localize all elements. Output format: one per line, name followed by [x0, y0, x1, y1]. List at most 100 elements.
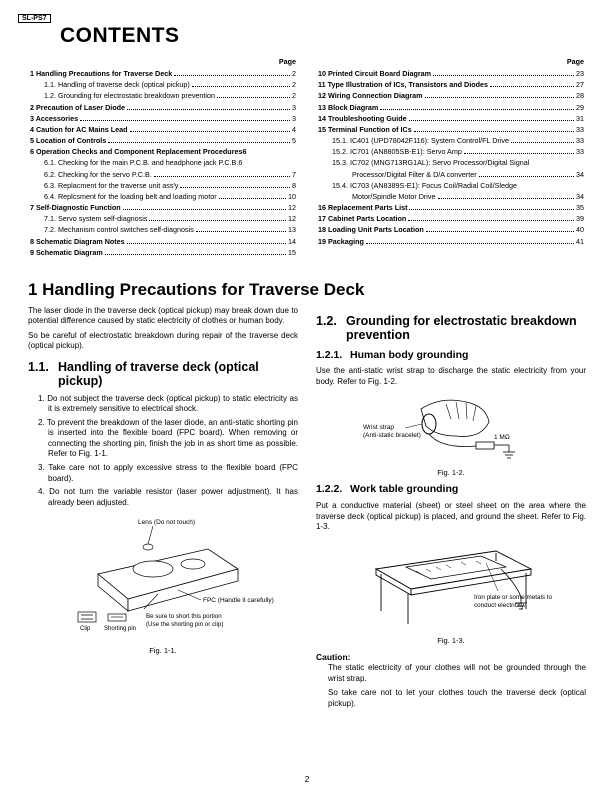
paragraph-1-2-2: Put a conductive material (sheet) or ste…: [316, 501, 586, 533]
toc-row: 8 Schematic Diagram Notes 14: [30, 236, 296, 247]
toc-leader-dots: [425, 93, 574, 98]
toc-page: 4: [292, 124, 296, 135]
toc-leader-dots: [123, 205, 286, 210]
toc-leader-dots: [433, 71, 574, 76]
toc-row: 1 Handling Precautions for Traverse Deck…: [30, 68, 296, 79]
heading-1-2-1: 1.2.1. Human body grounding: [316, 349, 586, 363]
toc-leader-dots: [409, 205, 574, 210]
toc-row: 12 Wiring Connection Diagram28: [318, 90, 584, 101]
toc-leader-dots: [408, 216, 574, 221]
heading-1-1-text: Handling of traverse deck (optical picku…: [58, 360, 298, 389]
figure-1-1-caption: Fig. 1-1.: [149, 646, 177, 656]
toc-label: 1.2. Grounding for electrostatic breakdo…: [44, 90, 215, 101]
heading-1-1: 1.1. Handling of traverse deck (optical …: [28, 360, 298, 389]
toc-page: 29: [576, 102, 584, 113]
toc-label: 17 Cabinet Parts Location: [318, 213, 406, 224]
toc-page: 14: [288, 236, 296, 247]
heading-1-2-number: 1.2.: [316, 314, 346, 343]
toc-label: 6.2. Checking for the servo P.C.B.: [44, 169, 152, 180]
svg-text:Clip: Clip: [80, 626, 91, 632]
toc-page: 41: [576, 236, 584, 247]
toc-label: 12 Wiring Connection Diagram: [318, 90, 423, 101]
toc-leader-dots: [105, 250, 286, 255]
toc-row: 14 Troubleshooting Guide31: [318, 113, 584, 124]
toc-page: 3: [292, 113, 296, 124]
svg-text:conduct electricity: conduct electricity: [474, 602, 525, 609]
toc-page: 12: [288, 202, 296, 213]
toc-label: 6.1. Checking for the main P.C.B. and he…: [44, 157, 242, 168]
toc-label: 2 Precaution of Laser Diode: [30, 102, 125, 113]
body-columns: The laser diode in the traverse deck (op…: [28, 306, 586, 713]
step-item: 2. To prevent the breakdown of the laser…: [38, 418, 298, 460]
toc-label: 18 Loading Unit Parts Location: [318, 224, 424, 235]
toc-page: 7: [292, 169, 296, 180]
toc-page: 2: [292, 68, 296, 79]
toc-page: 10: [288, 191, 296, 202]
toc-leader-dots: [196, 227, 286, 232]
toc-label: 16 Replacement Parts List: [318, 202, 407, 213]
toc-label: 15 Terminal Function of ICs: [318, 124, 412, 135]
toc-row: 7.2. Mechanism control switches self-dia…: [30, 224, 296, 235]
right-body-column: 1.2. Grounding for electrostatic breakdo…: [316, 306, 586, 713]
section-1-title: 1 Handling Precautions for Traverse Deck: [28, 280, 586, 300]
toc-page: 5: [292, 135, 296, 146]
toc-label: 4 Caution for AC Mains Lead: [30, 124, 128, 135]
toc-right-column: Page 10 Printed Circuit Board Diagram231…: [318, 56, 584, 258]
toc-leader-dots: [490, 82, 574, 87]
toc-row: 3 Accessories 3: [30, 113, 296, 124]
toc-page: 39: [576, 213, 584, 224]
toc-row: 11 Type Illustration of ICs, Transistors…: [318, 79, 584, 90]
toc-label: 7.1. Servo system self-diagnosis: [44, 213, 147, 224]
toc-row: 6.2. Checking for the servo P.C.B. 7: [30, 169, 296, 180]
figure-1-3-caption: Fig. 1-3.: [437, 636, 465, 646]
toc-row: 7.1. Servo system self-diagnosis 12: [30, 213, 296, 224]
toc-leader-dots: [127, 105, 290, 110]
caution-heading: Caution:: [316, 652, 586, 663]
heading-1-2-1-text: Human body grounding: [350, 349, 468, 363]
toc-label: 6.3. Replacment for the traverse unit as…: [44, 180, 178, 191]
page-number: 2: [0, 774, 614, 784]
toc-label: 9 Schematic Diagram: [30, 247, 103, 258]
contents-heading: CONTENTS: [60, 24, 586, 48]
toc-label: Processor/Digital Filter & D/A converter: [352, 169, 477, 180]
toc-page: 3: [292, 102, 296, 113]
toc-label: 15.3. IC702 (MNG713RG1AL): Servo Process…: [332, 157, 529, 168]
toc-leader-dots: [130, 127, 290, 132]
toc-page: 33: [576, 124, 584, 135]
page-header-right: Page: [318, 56, 584, 67]
step-item: 1. Do not subject the traverse deck (opt…: [38, 394, 298, 415]
toc-row: Processor/Digital Filter & D/A converter…: [318, 169, 584, 180]
toc-page: 12: [288, 213, 296, 224]
toc-page: 34: [576, 191, 584, 202]
heading-1-2-2-number: 1.2.2.: [316, 483, 350, 497]
toc-row: 9 Schematic Diagram 15: [30, 247, 296, 258]
toc-row: 13 Block Diagram29: [318, 102, 584, 113]
toc-label: 15.4. IC703 (AN8389S-E1): Focus Coil/Rad…: [332, 180, 517, 191]
heading-1-2-text: Grounding for electrostatic breakdown pr…: [346, 314, 586, 343]
intro-paragraph-2: So be careful of electrostatic breakdown…: [28, 331, 298, 352]
page-header-left: Page: [30, 56, 296, 67]
toc-leader-dots: [438, 194, 575, 199]
toc-row: 15.2. IC701 (AN8805SB-E1): Servo Amp33: [318, 146, 584, 157]
toc-leader-dots: [380, 105, 574, 110]
toc-label: 1 Handling Precautions for Traverse Deck: [30, 68, 172, 79]
toc-page: 15: [288, 247, 296, 258]
toc-row: 6.4. Replcsment for the loading belt and…: [30, 191, 296, 202]
steps-1-1: 1. Do not subject the traverse deck (opt…: [28, 394, 298, 508]
toc-row: 10 Printed Circuit Board Diagram23: [318, 68, 584, 79]
svg-text:Iron plate or some metals to: Iron plate or some metals to: [474, 594, 553, 601]
toc-leader-dots: [426, 227, 574, 232]
figure-1-1: Lens (Do not touch) FPC (Handle it caref…: [28, 514, 298, 656]
toc-leader-dots: [409, 116, 574, 121]
toc-label: 3 Accessories: [30, 113, 78, 124]
toc-leader-dots: [219, 194, 286, 199]
toc-label: 19 Packaging: [318, 236, 364, 247]
toc-label: 8 Schematic Diagram Notes: [30, 236, 125, 247]
model-tag: SL-PS7: [18, 14, 51, 23]
toc-label: 6.4. Replcsment for the loading belt and…: [44, 191, 217, 202]
heading-1-2-2-text: Work table grounding: [350, 483, 458, 497]
toc-label: 10 Printed Circuit Board Diagram: [318, 68, 431, 79]
toc-label: 15.1. IC401 (UPD78042F116): System Contr…: [332, 135, 509, 146]
toc-page: 31: [576, 113, 584, 124]
toc-leader-dots: [464, 149, 574, 154]
